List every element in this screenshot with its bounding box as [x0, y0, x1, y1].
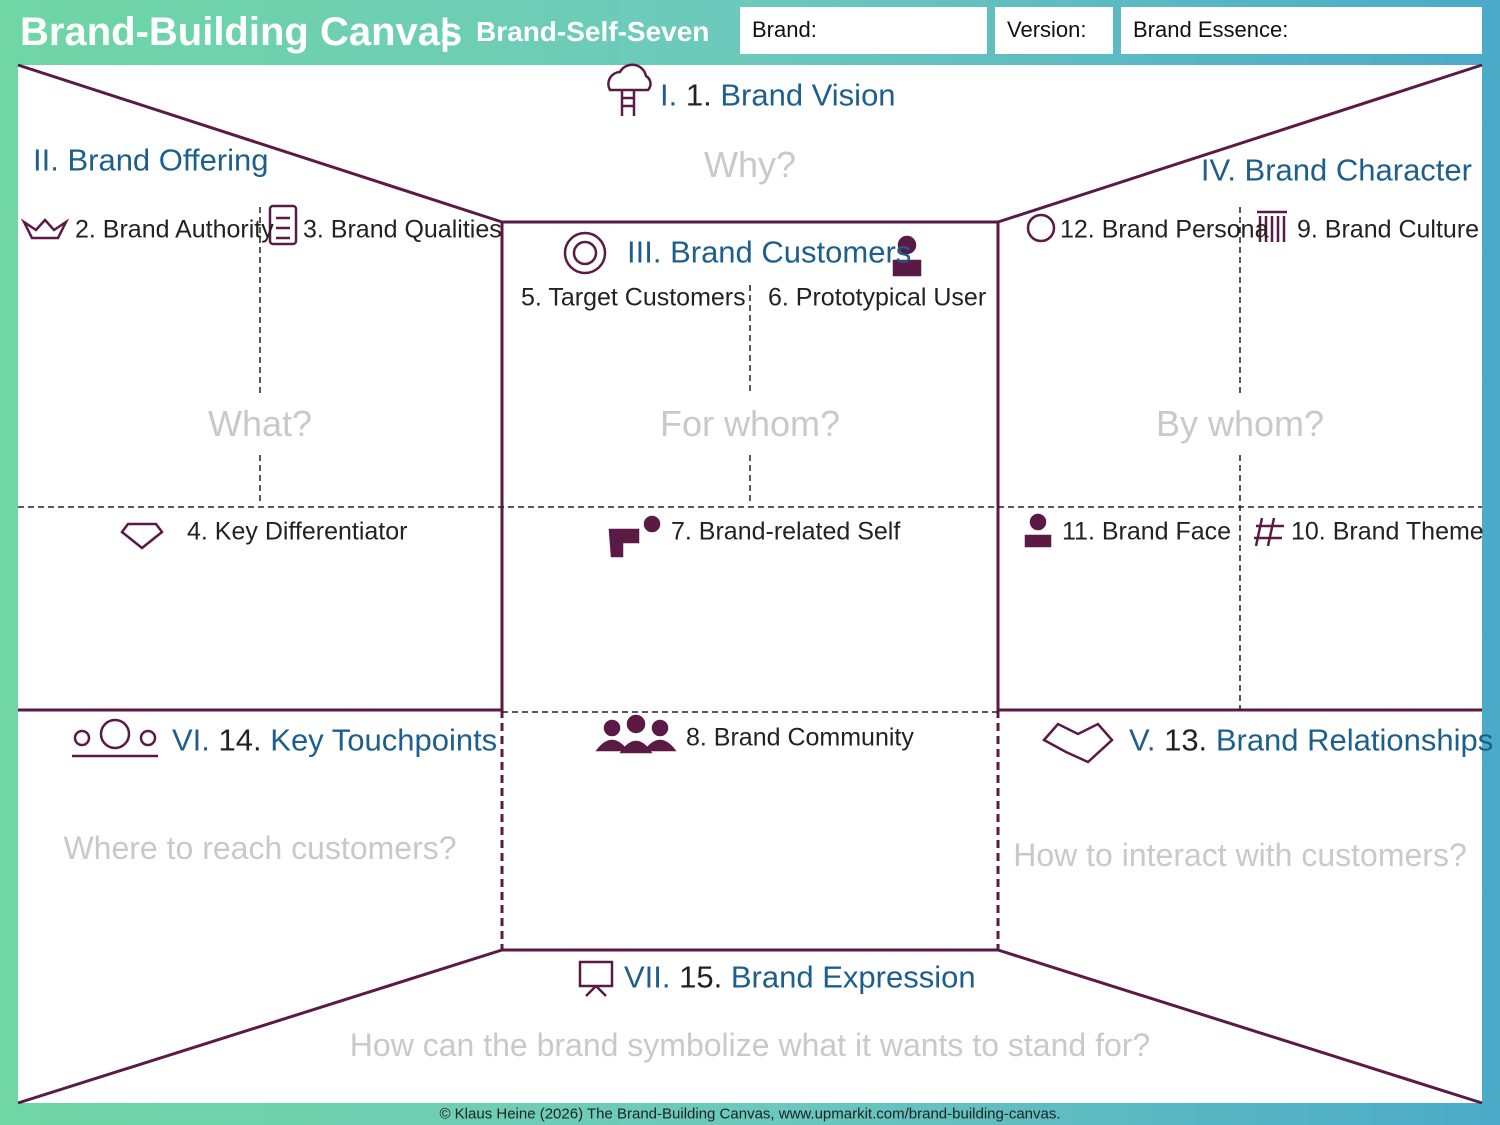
- item: 3. Brand Qualities: [303, 215, 502, 244]
- vision-heading: I. 1. Brand Vision: [660, 80, 896, 111]
- name: Brand Vision: [720, 77, 896, 113]
- item: 8. Brand Community: [686, 723, 914, 752]
- item: 4. Key Differentiator: [187, 517, 408, 546]
- question: Where to reach customers?: [63, 830, 457, 866]
- subtitle: Brand-Self-Seven: [476, 16, 710, 47]
- item: 11. Brand Face: [1062, 517, 1232, 546]
- character-heading: IV. Brand Character: [1200, 152, 1472, 188]
- relationships-heading: V. 13. Brand Relationships: [1129, 725, 1493, 756]
- item: 12. Brand Persona: [1060, 215, 1269, 244]
- question: How can the brand symbolize what it want…: [349, 1027, 1151, 1063]
- item: 9. Brand Culture: [1297, 215, 1480, 244]
- title-separator: |: [440, 11, 451, 52]
- number: 1.: [685, 77, 712, 113]
- roman: VI.: [172, 722, 210, 758]
- field-label: Version:: [1007, 17, 1087, 42]
- brand-field[interactable]: Brand:: [740, 7, 987, 54]
- page-title: Brand-Building Canvas: [20, 10, 463, 54]
- item: 5. Target Customers: [521, 283, 746, 312]
- question: How to interact with customers?: [1013, 837, 1467, 873]
- item: 7. Brand-related Self: [671, 517, 901, 546]
- name: Brand Expression: [730, 959, 976, 995]
- question: What?: [207, 403, 313, 444]
- customers-heading: III. Brand Customers: [627, 234, 912, 270]
- question: Why?: [703, 144, 797, 185]
- version-field[interactable]: Version:: [995, 7, 1113, 54]
- footer: © Klaus Heine (2026) The Brand-Building …: [439, 1105, 1061, 1123]
- number: 15.: [679, 959, 723, 995]
- roman: I.: [660, 77, 678, 113]
- offering-heading: II. Brand Offering: [33, 142, 269, 178]
- roman: V.: [1129, 722, 1156, 758]
- question: For whom?: [659, 403, 841, 444]
- essence-field[interactable]: Brand Essence:: [1121, 7, 1482, 54]
- name: Key Touchpoints: [270, 722, 498, 758]
- item: 10. Brand Theme: [1291, 517, 1484, 546]
- field-label: Brand Essence:: [1133, 17, 1289, 42]
- number: 13.: [1164, 722, 1208, 758]
- item: 6. Prototypical User: [768, 283, 987, 312]
- touchpoints-heading: VI. 14. Key Touchpoints: [172, 725, 497, 756]
- field-label: Brand:: [752, 17, 817, 42]
- name: Brand Relationships: [1215, 722, 1494, 758]
- item: 2. Brand Authority: [75, 215, 274, 244]
- number: 14.: [218, 722, 262, 758]
- canvas-sheet: [18, 65, 1482, 1103]
- roman: VII.: [624, 959, 671, 995]
- expression-heading: VII. 15. Brand Expression: [624, 962, 976, 993]
- question: By whom?: [1155, 403, 1325, 444]
